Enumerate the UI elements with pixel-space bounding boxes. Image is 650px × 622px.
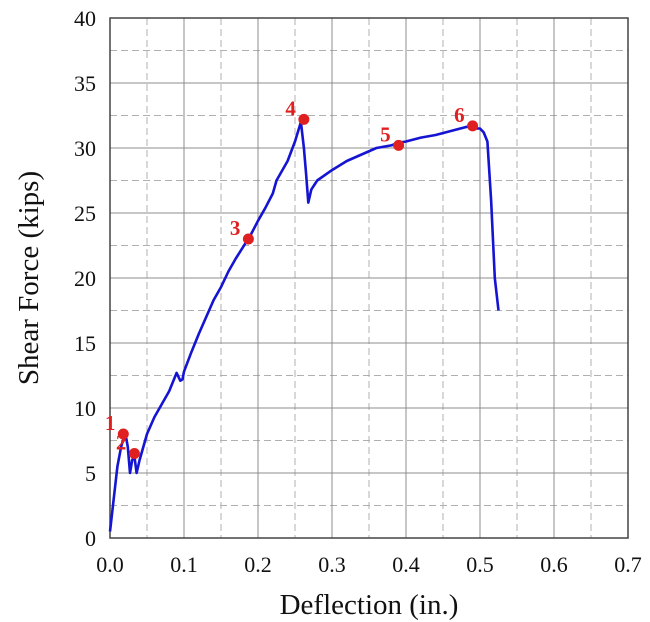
y-tick-label: 25 [74, 201, 96, 226]
x-tick-label: 0.3 [318, 552, 346, 577]
data-point-label: 2 [116, 431, 127, 455]
x-tick-label: 0.2 [244, 552, 272, 577]
x-axis-label: Deflection (in.) [280, 589, 459, 621]
x-tick-label: 0.0 [96, 552, 124, 577]
y-tick-label: 20 [74, 266, 96, 291]
y-axis-label: Shear Force (kips) [13, 171, 45, 385]
data-point-markers: 12 3 4 5 6 [105, 96, 479, 459]
series-line [108, 120, 500, 532]
y-axis-ticks: 0 5 10 15 20 25 30 35 40 [74, 6, 96, 551]
data-point-label: 5 [380, 122, 391, 146]
data-point-marker [467, 120, 479, 132]
data-point-label: 4 [285, 96, 296, 120]
data-point-marker [298, 113, 310, 125]
y-tick-label: 10 [74, 396, 96, 421]
data-point-marker [242, 233, 254, 245]
data-point-label: 6 [454, 103, 465, 127]
x-tick-label: 0.7 [614, 552, 642, 577]
data-point-marker [128, 448, 140, 459]
x-tick-label: 0.1 [170, 552, 198, 577]
y-tick-label: 30 [74, 136, 96, 161]
y-tick-label: 0 [85, 526, 96, 551]
x-tick-label: 0.4 [392, 552, 420, 577]
data-point-label: 1 [105, 411, 116, 435]
plot-area-frame [109, 17, 629, 539]
data-point-label: 3 [230, 216, 241, 240]
y-tick-label: 5 [85, 461, 96, 486]
x-axis-ticks: 0.0 0.1 0.2 0.3 0.4 0.5 0.6 0.7 [96, 552, 642, 577]
y-tick-label: 40 [74, 6, 96, 31]
data-point-marker [117, 428, 129, 440]
x-tick-label: 0.6 [540, 552, 568, 577]
x-tick-label: 0.5 [466, 552, 494, 577]
y-tick-label: 15 [74, 331, 96, 356]
y-tick-label: 35 [74, 71, 96, 96]
data-point-marker [393, 139, 405, 151]
